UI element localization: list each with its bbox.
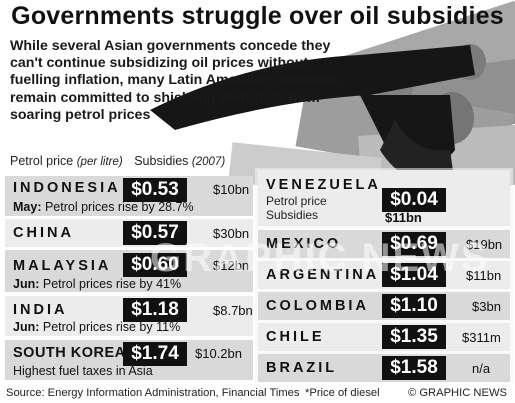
country-name: VENEZUELA xyxy=(266,177,381,193)
country-name: BRAZIL xyxy=(266,360,338,376)
subsidy-value: $19bn xyxy=(466,237,503,252)
country-name: INDONESIA xyxy=(13,180,121,196)
petrol-price: $1.74 xyxy=(123,342,187,366)
note-text: Petrol prices rise by 28.7% xyxy=(44,200,194,214)
subsidy-value: $10.2bn xyxy=(195,346,242,361)
row-note: Jun: Petrol prices rise by 41% xyxy=(13,277,181,291)
table-row: VENEZUELA $0.04 Petrol price Subsidies $… xyxy=(258,170,510,226)
country-name: COLOMBIA xyxy=(266,298,369,314)
table-row: INDIA $1.18 $8.7bn Jun: Petrol prices ri… xyxy=(5,296,253,336)
headline: Governments struggle over oil subsidies xyxy=(11,2,504,30)
subsidy-value: $8.7bn xyxy=(213,303,253,318)
venezuela-price-label: Petrol price xyxy=(266,194,327,208)
country-name: MALAYSIA xyxy=(13,258,112,274)
note-date: Jun: xyxy=(13,320,40,334)
table-row: MALAYSIA $0.60 $12bn Jun: Petrol prices … xyxy=(5,250,253,292)
intro-text: While several Asian governments concede … xyxy=(10,38,339,123)
country-name: INDIA xyxy=(13,302,68,318)
legend: Petrol price (per litre) Subsidies (2007… xyxy=(10,154,225,168)
footer: Source: Energy Information Administratio… xyxy=(0,384,515,403)
subsidy-value: $11bn xyxy=(466,268,502,283)
petrol-price: $0.53 xyxy=(123,178,187,202)
petrol-price: $1.18 xyxy=(123,298,187,322)
legend-price-unit: (per litre) xyxy=(76,156,123,168)
petrol-price: $1.04 xyxy=(382,263,446,287)
subsidy-value: $311m xyxy=(462,330,501,345)
subsidy-value: $12bn xyxy=(213,258,250,273)
petrol-price: $1.35 xyxy=(382,325,446,349)
table-row: SOUTH KOREA* $1.74 $10.2bn Highest fuel … xyxy=(5,340,253,380)
petrol-price: $1.58 xyxy=(382,356,446,380)
subsidy-value: $10bn xyxy=(213,182,250,197)
watermark: GRAPHIC NEWS xyxy=(150,236,490,280)
subsidy-value: $3bn xyxy=(472,299,501,314)
petrol-price: $1.10 xyxy=(382,294,446,318)
country-name: CHINA xyxy=(13,225,74,241)
note-date: May: xyxy=(13,200,42,214)
footnote: *Price of diesel xyxy=(305,387,380,399)
row-note: Highest fuel taxes in Asia xyxy=(13,364,153,378)
note-text: Highest fuel taxes in Asia xyxy=(13,364,153,378)
subsidy-value: n/a xyxy=(472,361,491,376)
legend-subsidy-label: Subsidies xyxy=(134,154,189,168)
country-name: MEXICO xyxy=(266,236,342,252)
table-row: CHINA $0.57 $30bn xyxy=(5,219,253,247)
legend-price-label: Petrol price xyxy=(10,154,74,168)
row-note: May: Petrol prices rise by 28.7% xyxy=(13,200,194,214)
note-text: Petrol prices rise by 11% xyxy=(42,320,181,334)
table-row: BRAZIL $1.58 n/a xyxy=(258,354,510,382)
note-date: Jun: xyxy=(13,277,40,291)
petrol-price: $0.04 xyxy=(382,188,446,212)
credit: © GRAPHIC NEWS xyxy=(408,387,507,399)
petrol-price: $0.69 xyxy=(382,232,446,256)
subsidy-value: $30bn xyxy=(213,226,250,241)
venezuela-subsidy-label: Subsidies xyxy=(266,208,319,222)
subsidy-value: $11bn xyxy=(385,210,422,225)
legend-subsidy-year: (2007) xyxy=(191,156,226,168)
country-name: SOUTH KOREA* xyxy=(13,345,132,361)
source-note: Source: Energy Information Administratio… xyxy=(6,387,300,399)
row-note: Jun: Petrol prices rise by 11% xyxy=(13,320,180,334)
table-row: INDONESIA $0.53 $10bn May: Petrol prices… xyxy=(5,176,253,216)
note-text: Petrol prices rise by 41% xyxy=(42,277,182,291)
table-row: CHILE $1.35 $311m xyxy=(258,323,510,351)
country-name: ARGENTINA xyxy=(266,267,380,283)
table-row: COLOMBIA $1.10 $3bn xyxy=(258,292,510,320)
petrol-price: $0.57 xyxy=(123,221,187,245)
table-row: MEXICO $0.69 $19bn xyxy=(258,230,510,258)
country-name: CHILE xyxy=(266,329,325,345)
table-row: ARGENTINA $1.04 $11bn xyxy=(258,261,510,289)
petrol-price: $0.60 xyxy=(123,253,187,277)
